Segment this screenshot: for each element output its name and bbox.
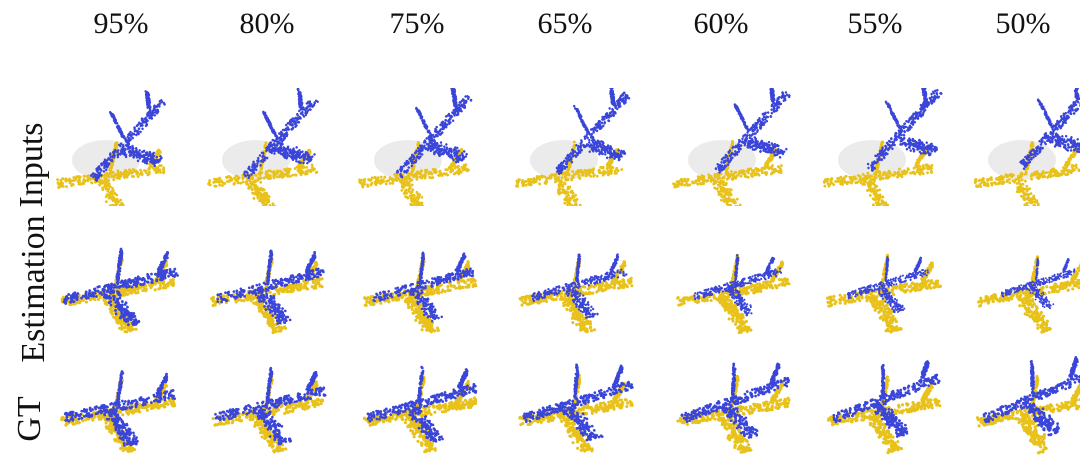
source-cloud [63,370,177,447]
source-cloud [1019,88,1080,170]
plane-cell [508,88,648,206]
source-cloud [372,251,475,323]
source-cloud [522,363,634,442]
plane-cell [966,344,1080,462]
plane-cell [50,226,190,344]
plane-cell [50,344,190,462]
source-cloud [366,365,478,443]
source-cloud [1000,257,1076,310]
point-cloud-svg [60,370,177,453]
point-cloud-svg [515,88,631,206]
row-label-inputs: Inputs [13,122,50,208]
target-cloud [358,140,470,206]
plane-cell [352,344,492,462]
plane-cell [352,226,492,344]
column-header: 80% [239,7,295,40]
plane-cell [816,344,956,462]
point-cloud-svg [825,253,943,334]
point-cloud-svg [977,255,1080,334]
source-cloud [982,356,1080,437]
target-cloud [975,374,1080,455]
plane-cell [200,226,340,344]
point-cloud-svg [207,88,319,206]
source-cloud [395,88,473,179]
column-header: 65% [537,7,593,40]
target-cloud [977,255,1080,334]
plane-cell [508,226,648,344]
source-cloud [693,254,783,317]
plane-cell [352,88,492,206]
column-header: 75% [389,7,445,40]
point-cloud-svg [518,253,634,334]
point-cloud-svg [362,365,478,454]
plane-cell [816,88,956,206]
target-cloud [822,140,934,206]
source-cloud [866,88,943,172]
plane-cell [200,88,340,206]
source-cloud [531,253,628,319]
target-cloud [515,140,624,206]
source-cloud [216,249,325,325]
source-cloud [846,256,929,314]
target-cloud [56,141,166,206]
target-cloud [207,141,319,206]
point-cloud-svg [672,88,791,206]
point-cloud-svg [975,356,1080,455]
source-cloud [214,366,327,446]
source-cloud [832,360,941,438]
column-header: 50% [995,7,1051,40]
point-cloud-svg [56,90,166,206]
source-cloud [714,88,791,174]
plane-cell [816,226,956,344]
point-cloud-svg [973,88,1080,206]
point-cloud-svg [210,249,325,335]
source-cloud [243,88,319,180]
plane-cell [966,88,1080,206]
point-cloud-svg [822,88,943,206]
point-cloud-svg [826,360,942,455]
plane-cell [966,226,1080,344]
column-header: 95% [93,7,149,40]
row-label-gt: GT [11,396,48,442]
point-cloud-svg [676,362,791,454]
source-cloud [89,90,166,182]
plane-cell [666,344,806,462]
plane-cell [666,88,806,206]
point-cloud-svg [518,363,634,453]
source-cloud [680,362,790,439]
plane-cell [508,344,648,462]
point-cloud-svg [363,251,478,334]
point-cloud-svg [211,366,327,454]
point-cloud-svg [676,253,791,335]
source-cloud [555,88,631,175]
plane-cell [200,344,340,462]
point-cloud-svg [60,247,179,334]
row-label-estimation: Estimation [15,215,52,363]
column-header: 60% [693,7,749,40]
column-header: 55% [847,7,903,40]
source-cloud [62,247,179,327]
plane-cell [666,226,806,344]
point-cloud-svg [358,88,473,206]
plane-cell [50,88,190,206]
